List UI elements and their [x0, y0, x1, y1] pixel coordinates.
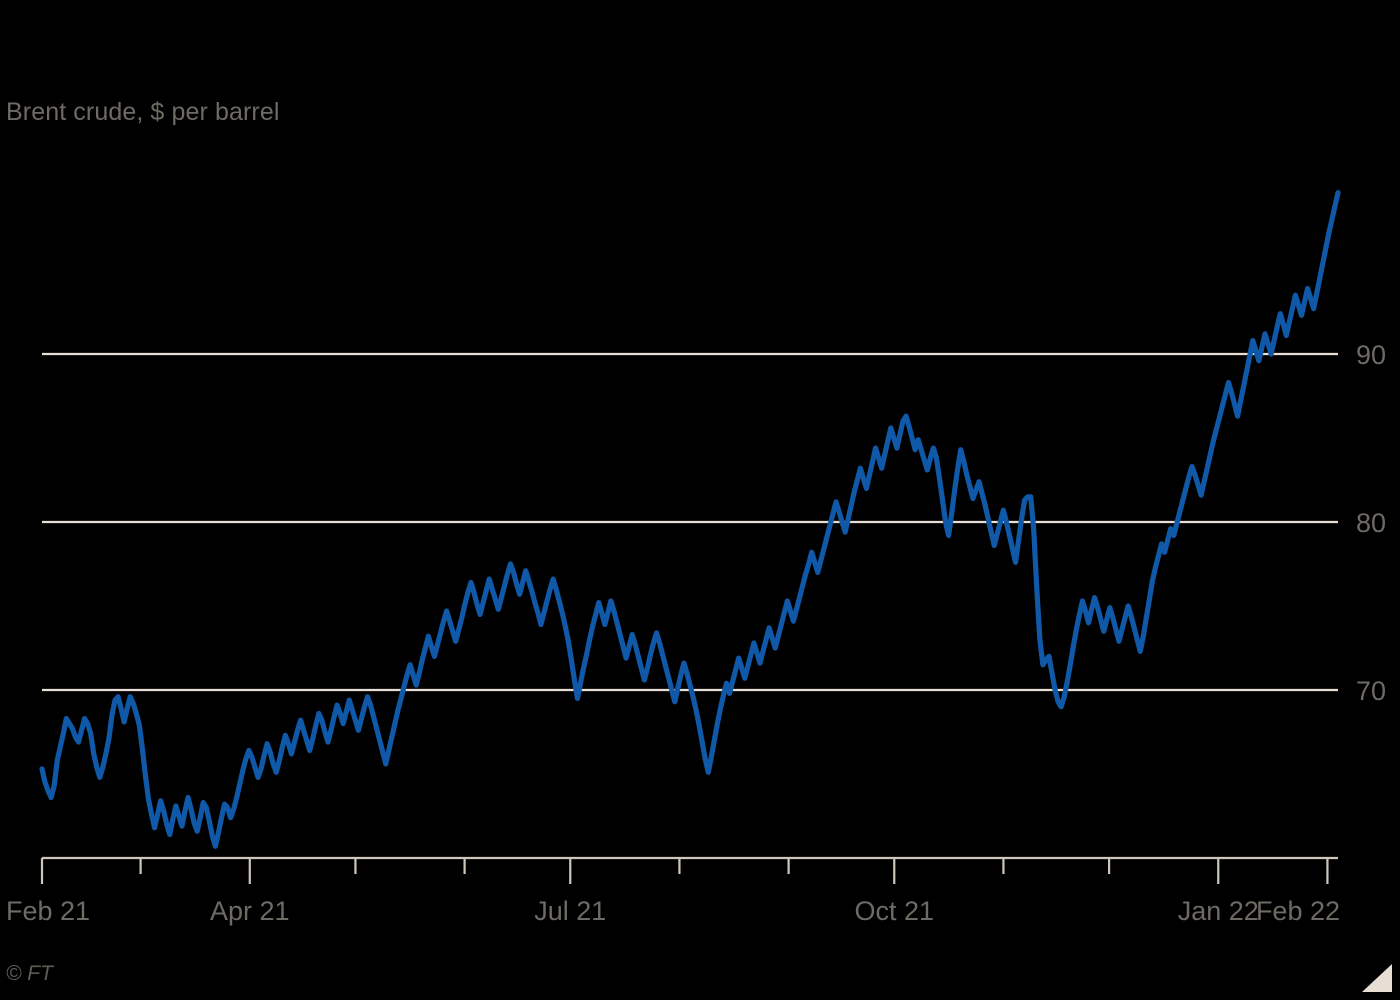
x-tick-label-oct-21: Oct 21: [854, 896, 934, 926]
x-tick-label-apr-21: Apr 21: [210, 896, 290, 926]
ft-credit: © FT: [6, 962, 53, 985]
x-tick-label-feb-21: Feb 21: [6, 896, 90, 926]
x-tick-label-jan-22: Jan 22: [1178, 896, 1259, 926]
x-tick-label-jul-21: Jul 21: [534, 896, 606, 926]
x-tick-label-feb-22: Feb 22: [1256, 896, 1340, 926]
y-tick-labels-group: 70 80 90: [1356, 340, 1386, 706]
brent-crude-line: [39, 190, 1341, 849]
corner-triangle-mark: [1362, 964, 1392, 992]
y-tick-label-70: 70: [1356, 676, 1386, 706]
chart-subtitle: Brent crude, $ per barrel: [6, 98, 280, 126]
x-tick-marks-group: [40, 858, 1329, 884]
y-tick-label-80: 80: [1356, 508, 1386, 538]
y-tick-label-90: 90: [1356, 340, 1386, 370]
data-series-group: [39, 190, 1341, 849]
